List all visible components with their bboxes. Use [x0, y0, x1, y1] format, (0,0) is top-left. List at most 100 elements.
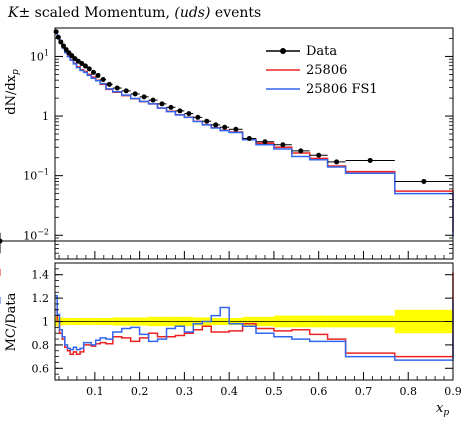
- data-point: [55, 34, 61, 40]
- main-y-tick-label: 10−2: [23, 227, 49, 242]
- data-marker: [168, 104, 174, 110]
- data-marker: [61, 43, 67, 49]
- data-point: [112, 85, 122, 91]
- data-point: [130, 91, 140, 97]
- data-marker: [91, 69, 97, 75]
- ratio-y-tick-label: 0.6: [32, 362, 50, 375]
- data-marker: [159, 101, 165, 107]
- data-point: [345, 157, 395, 163]
- data-point: [202, 118, 212, 124]
- data-point: [106, 81, 113, 87]
- data-point: [184, 111, 194, 117]
- data-point: [0, 232, 453, 254]
- data-marker: [53, 29, 59, 35]
- data-point: [242, 136, 257, 142]
- data-marker: [421, 178, 427, 184]
- ratio-y-tick-label: 0.8: [32, 339, 50, 352]
- data-marker: [0, 238, 3, 244]
- data-point: [100, 77, 107, 83]
- legend-label-25806: 25806: [306, 63, 347, 78]
- data-point: [79, 61, 85, 67]
- data-marker: [367, 157, 373, 163]
- x-tick-label: 0.2: [131, 385, 149, 398]
- data-marker: [213, 122, 219, 128]
- legend-label-25806-fs1: 25806 FS1: [306, 82, 378, 97]
- main-y-axis-label: dN/dxp: [4, 69, 21, 115]
- ratio-series-line-1: [55, 295, 454, 361]
- legend-entry-25806-fs1: 25806 FS1: [266, 82, 378, 97]
- legend-entry-25806: 25806: [266, 63, 347, 78]
- ratio-y-tick-label: 1: [42, 316, 49, 329]
- x-axis-label: xp: [436, 401, 449, 418]
- data-point: [53, 29, 59, 35]
- data-point: [327, 159, 346, 165]
- data-point: [220, 124, 230, 130]
- data-point: [256, 139, 274, 145]
- data-marker: [55, 34, 61, 40]
- x-tick-label: 0.9: [444, 385, 462, 398]
- main-y-tick-label: 1: [42, 110, 49, 123]
- data-point: [69, 53, 75, 59]
- data-point: [86, 66, 92, 72]
- data-point: [75, 58, 81, 64]
- main-series-line-1: [55, 31, 454, 233]
- x-tick-label: 0.7: [355, 385, 373, 398]
- data-marker: [280, 142, 286, 148]
- data-marker: [95, 72, 101, 78]
- data-marker: [100, 77, 106, 83]
- data-point: [394, 178, 453, 185]
- data-marker: [75, 58, 81, 64]
- x-tick-label: 0.4: [220, 385, 238, 398]
- data-point: [175, 108, 185, 114]
- data-point: [309, 152, 328, 158]
- data-point: [157, 101, 167, 107]
- legend-label-data: Data: [306, 44, 337, 59]
- data-point: [273, 142, 292, 148]
- data-point: [58, 39, 64, 45]
- data-point: [148, 97, 158, 103]
- chart-title: K± scaled Momentum, (uds) events: [7, 5, 261, 21]
- legend: Data 25806 25806 FS1: [266, 44, 378, 97]
- data-marker: [132, 91, 138, 97]
- data-marker: [262, 139, 268, 145]
- data-marker: [334, 159, 340, 165]
- data-point: [291, 148, 310, 154]
- data-point: [211, 122, 221, 128]
- data-point: [229, 126, 243, 132]
- data-point: [91, 69, 97, 75]
- x-tick-label: 0.8: [399, 385, 417, 398]
- data-marker: [204, 118, 210, 124]
- data-marker: [195, 114, 201, 120]
- data-point: [61, 43, 67, 49]
- ratio-y-axis-label: MC/Data: [4, 292, 19, 351]
- data-point: [139, 94, 149, 100]
- main-panel: 10−2 10−1 1 101: [0, 27, 454, 260]
- data-marker: [69, 53, 75, 59]
- data-point: [166, 104, 176, 110]
- x-tick-label: 0.6: [310, 385, 328, 398]
- legend-entry-data: Data: [266, 44, 337, 59]
- main-y-tick-label: 10−1: [23, 168, 49, 183]
- data-marker: [233, 126, 239, 132]
- ratio-panel: 0.6 0.8 1 1.2 1.4 0.1 0.2 0.3 0.4 0.5 0.6 0.7 0.8 0.9: [0, 255, 462, 398]
- data-marker: [150, 97, 156, 103]
- data-marker: [186, 111, 192, 117]
- data-marker: [222, 124, 228, 130]
- main-series-line-2: [55, 30, 454, 237]
- data-marker: [79, 61, 85, 67]
- x-tick-label: 0.3: [176, 385, 194, 398]
- data-marker: [114, 85, 120, 91]
- data-point: [95, 72, 101, 78]
- data-marker: [177, 108, 183, 114]
- ratio-series-line-0: [55, 272, 454, 358]
- x-tick-label: 0.5: [265, 385, 283, 398]
- ratio-y-tick-label: 1.4: [32, 269, 50, 282]
- x-tick-label: 0.1: [86, 385, 104, 398]
- ratio-y-tick-label: 1.2: [32, 292, 50, 305]
- data-marker: [141, 94, 147, 100]
- main-panel-frame: [54, 27, 454, 260]
- data-marker: [86, 66, 92, 72]
- data-marker: [298, 148, 304, 154]
- data-marker: [106, 81, 112, 87]
